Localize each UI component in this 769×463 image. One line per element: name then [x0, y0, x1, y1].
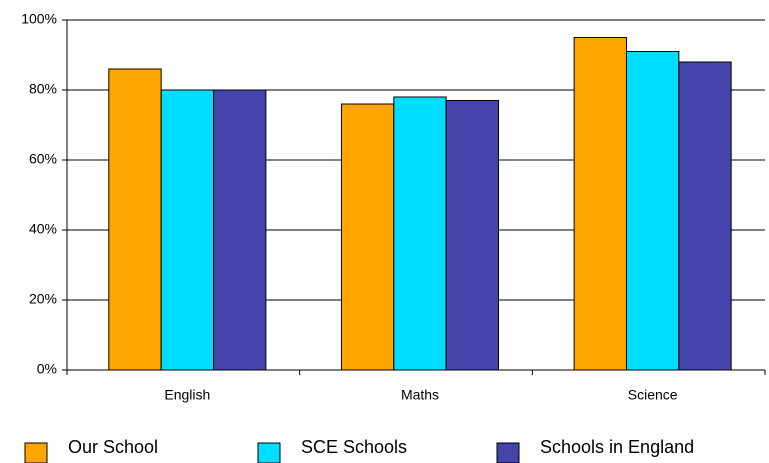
- y-tick-label: 100%: [21, 11, 57, 27]
- y-tick-label: 60%: [29, 151, 57, 167]
- x-tick-label: English: [164, 387, 210, 403]
- x-tick-label: Maths: [401, 387, 439, 403]
- bar: [160, 89, 215, 371]
- legend-label: Schools in England: [540, 437, 694, 457]
- bar: [340, 103, 395, 371]
- legend-swatch: [257, 442, 281, 463]
- bar: [393, 96, 447, 371]
- bar: [573, 37, 627, 371]
- bar: [678, 61, 732, 371]
- legend-label: SCE Schools: [301, 437, 407, 457]
- bar: [625, 51, 680, 371]
- y-tick-label: 20%: [29, 291, 57, 307]
- y-tick-label: 80%: [29, 81, 57, 97]
- legend-label: Our School: [68, 437, 158, 457]
- y-tick-label: 40%: [29, 221, 57, 237]
- y-tick-label: 0%: [37, 361, 57, 377]
- bar: [108, 68, 162, 371]
- x-tick-label: Science: [628, 387, 678, 403]
- bar: [213, 89, 267, 371]
- legend-swatch: [496, 442, 520, 463]
- bar: [445, 100, 500, 371]
- legend-swatch: [24, 442, 48, 463]
